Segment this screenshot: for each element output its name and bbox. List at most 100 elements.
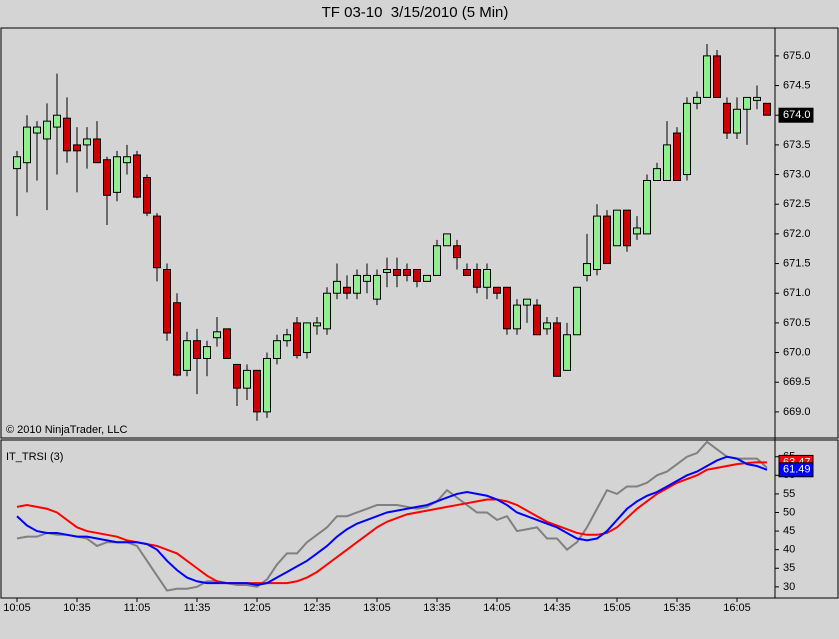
candle-body [583, 263, 591, 276]
y-tick-label: 672.5 [783, 198, 811, 210]
candle-body [203, 346, 211, 359]
candle-body [63, 117, 71, 152]
candle-body [643, 179, 651, 235]
candle-body [293, 322, 301, 357]
candle-body [263, 357, 271, 413]
x-tick-label: 16:05 [723, 602, 751, 614]
candle-body [153, 215, 161, 269]
candle-body [603, 215, 611, 265]
candle-body [143, 177, 151, 214]
x-tick-label: 12:35 [303, 602, 331, 614]
candle-body [753, 96, 761, 101]
candle-body [463, 268, 471, 276]
candle-body [183, 340, 191, 371]
y-tick-label: 670.5 [783, 317, 811, 329]
candle-body [623, 209, 631, 247]
candle-body [553, 322, 561, 377]
candle-body [673, 132, 681, 181]
y-tick-label: 50 [783, 506, 795, 518]
last-price-label-box [778, 107, 814, 123]
y-tick-label: 669.5 [783, 376, 811, 388]
chart-title: TF 03-10 3/15/2010 (5 Min) [322, 4, 509, 21]
candle-body [53, 114, 61, 128]
x-tick-label: 11:35 [184, 602, 211, 614]
candle-body [493, 286, 501, 294]
candle-body [233, 363, 241, 389]
candle-body [453, 245, 461, 259]
candle-body [83, 138, 91, 146]
x-tick-label: 12:05 [243, 602, 271, 614]
candle-body [283, 334, 291, 342]
indicator-title: IT_TRSI (3) [6, 451, 63, 463]
candle-body [743, 96, 751, 110]
candle-body [163, 268, 171, 334]
y-tick-label: 669.0 [783, 406, 811, 418]
last-value-label: 61.49 [783, 464, 811, 476]
candle-body [443, 233, 451, 247]
candle-body [723, 102, 731, 134]
candle-body [323, 292, 331, 330]
candle-body [693, 96, 701, 104]
candle-body [383, 268, 391, 273]
x-tick-label: 14:05 [483, 602, 511, 614]
candle-body [713, 55, 721, 98]
x-tick-label: 13:05 [363, 602, 391, 614]
candle-body [633, 227, 641, 235]
last-price-label: 674.0 [783, 109, 811, 121]
candle-body [363, 274, 371, 282]
candle-body [93, 138, 101, 164]
candle-body [23, 126, 31, 164]
y-tick-label: 45 [783, 525, 795, 537]
y-tick-label: 30 [783, 581, 795, 593]
x-tick-label: 11:05 [124, 602, 151, 614]
candle-body [113, 156, 121, 193]
x-tick-label: 14:35 [543, 602, 571, 614]
candle-body [243, 369, 251, 389]
candle-body [173, 302, 181, 376]
candle-body [193, 340, 201, 359]
candle-body [423, 274, 431, 282]
y-tick-label: 671.0 [783, 287, 811, 299]
indicator-line [16, 440, 768, 592]
x-tick-label: 15:05 [603, 602, 631, 614]
candle-body [513, 304, 521, 330]
y-tick-label: 673.5 [783, 139, 811, 151]
candle-body [763, 102, 771, 116]
candle-body [343, 286, 351, 294]
candle-body [103, 159, 111, 196]
candle-body [563, 334, 571, 371]
candle-body [273, 340, 281, 359]
x-tick-label: 10:35 [63, 602, 91, 614]
candle-body [33, 126, 41, 134]
candle-body [123, 156, 131, 164]
indicator-line [16, 461, 768, 585]
y-tick-label: 675.0 [783, 50, 811, 62]
candle-body [543, 322, 551, 330]
x-tick-label: 10:05 [3, 602, 31, 614]
candle-body [213, 331, 221, 339]
last-value-label-box [778, 462, 814, 478]
candle-body [223, 328, 231, 359]
y-tick-label: 674.5 [783, 79, 811, 91]
price-panel [0, 27, 839, 439]
y-tick-label: 55 [783, 488, 795, 500]
candle-body [483, 268, 491, 288]
candle-body [733, 108, 741, 134]
candle-body [253, 369, 261, 413]
y-tick-label: 672.0 [783, 228, 811, 240]
indicator-line [16, 455, 768, 587]
candle-body [43, 120, 51, 140]
candle-body [523, 298, 531, 306]
candle-body [403, 268, 411, 276]
candle-body [13, 156, 21, 170]
candle-body [503, 286, 511, 330]
y-tick-label: 673.0 [783, 168, 811, 180]
candle-body [663, 144, 671, 181]
candle-body [373, 274, 381, 300]
x-tick-label: 15:35 [663, 602, 691, 614]
y-tick-label: 40 [783, 544, 795, 556]
candle-body [393, 268, 401, 276]
candle-body [703, 55, 711, 98]
